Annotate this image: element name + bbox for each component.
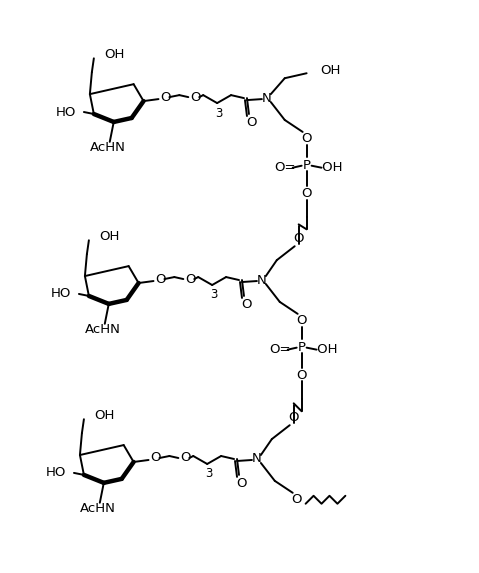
- Text: 3: 3: [216, 107, 223, 120]
- Text: O=: O=: [274, 161, 296, 174]
- Text: P: P: [303, 159, 310, 172]
- Text: AcHN: AcHN: [90, 142, 125, 154]
- Text: -OH: -OH: [313, 343, 338, 356]
- Text: N: N: [257, 273, 267, 286]
- Text: O: O: [288, 411, 299, 424]
- Text: HO: HO: [46, 466, 66, 480]
- Text: O: O: [237, 477, 247, 490]
- Text: O=: O=: [269, 343, 291, 356]
- Text: O: O: [150, 452, 161, 465]
- Text: O: O: [294, 232, 304, 245]
- Text: O: O: [185, 273, 195, 285]
- Text: OH: OH: [320, 64, 341, 77]
- Text: N: N: [252, 453, 262, 465]
- Text: O: O: [242, 299, 252, 311]
- Text: 3: 3: [210, 288, 218, 301]
- Text: HO: HO: [56, 105, 76, 119]
- Text: P: P: [297, 341, 306, 354]
- Text: 3: 3: [205, 468, 213, 480]
- Text: AcHN: AcHN: [85, 323, 121, 336]
- Text: OH: OH: [94, 409, 114, 422]
- Text: OH: OH: [99, 230, 119, 243]
- Text: AcHN: AcHN: [80, 502, 116, 515]
- Text: -OH: -OH: [318, 161, 343, 174]
- Text: OH: OH: [104, 48, 124, 61]
- Text: O: O: [247, 116, 257, 129]
- Text: O: O: [297, 369, 307, 382]
- Text: O: O: [180, 452, 191, 465]
- Text: HO: HO: [51, 288, 71, 300]
- Text: N: N: [262, 92, 272, 105]
- Text: O: O: [155, 273, 166, 285]
- Text: O: O: [190, 91, 201, 104]
- Text: O: O: [301, 132, 312, 146]
- Text: O: O: [160, 91, 171, 104]
- Text: O: O: [291, 493, 302, 507]
- Text: O: O: [297, 315, 307, 327]
- Text: O: O: [301, 187, 312, 200]
